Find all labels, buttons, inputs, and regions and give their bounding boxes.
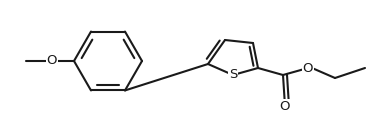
Text: O: O bbox=[280, 100, 290, 112]
Text: O: O bbox=[47, 55, 57, 67]
Text: S: S bbox=[229, 68, 237, 81]
Text: O: O bbox=[303, 61, 313, 75]
